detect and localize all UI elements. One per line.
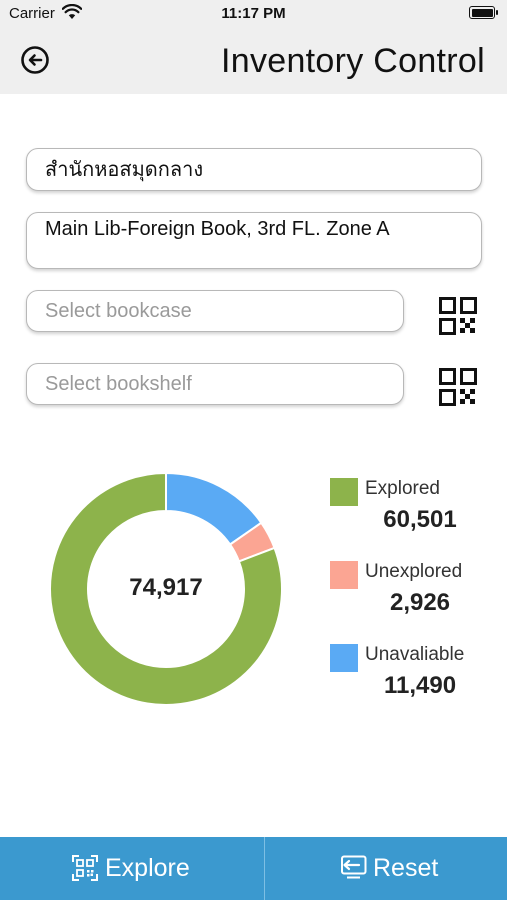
qr-code-icon[interactable] [439, 297, 477, 335]
wifi-icon [62, 4, 82, 19]
library-field[interactable]: สำนักหอสมุดกลาง [26, 148, 482, 191]
explore-button[interactable]: Explore [0, 837, 253, 900]
bottom-toolbar: Explore Reset [0, 837, 507, 900]
donut-total: 74,917 [129, 574, 203, 601]
reset-button[interactable]: Reset [265, 837, 507, 900]
clock: 11:17 PM [221, 5, 286, 22]
carrier-label: Carrier [9, 5, 55, 22]
battery-icon [469, 6, 498, 19]
location-field[interactable]: Main Lib-Foreign Book, 3rd FL. Zone A [26, 212, 482, 269]
reset-label: Reset [373, 854, 439, 882]
legend-label: Unexplored [365, 561, 463, 582]
bookcase-input[interactable] [26, 290, 404, 332]
back-arrow-circle-icon[interactable] [20, 45, 50, 75]
legend-value: 60,501 [383, 506, 457, 533]
legend-label: Unavaliable [365, 644, 465, 665]
qr-code-icon[interactable] [439, 368, 477, 406]
legend-swatch-explored [330, 478, 358, 506]
donut-chart [50, 473, 282, 705]
legend-swatch-unexplored [330, 561, 358, 589]
reset-icon [341, 855, 367, 879]
bookshelf-input[interactable] [26, 363, 404, 405]
status-bar: Carrier 11:17 PM [0, 0, 507, 28]
page-title: Inventory Control [220, 42, 485, 80]
legend-value: 2,926 [389, 589, 451, 616]
toolbar-divider [264, 837, 265, 900]
explore-label: Explore [105, 854, 190, 882]
nav-bar: Inventory Control [0, 28, 507, 94]
qr-scan-icon [72, 855, 98, 881]
legend-label: Explored [365, 478, 440, 499]
legend-value: 11,490 [383, 672, 457, 699]
legend-swatch-unavailable [330, 644, 358, 672]
donut-slice-explored [50, 473, 282, 705]
